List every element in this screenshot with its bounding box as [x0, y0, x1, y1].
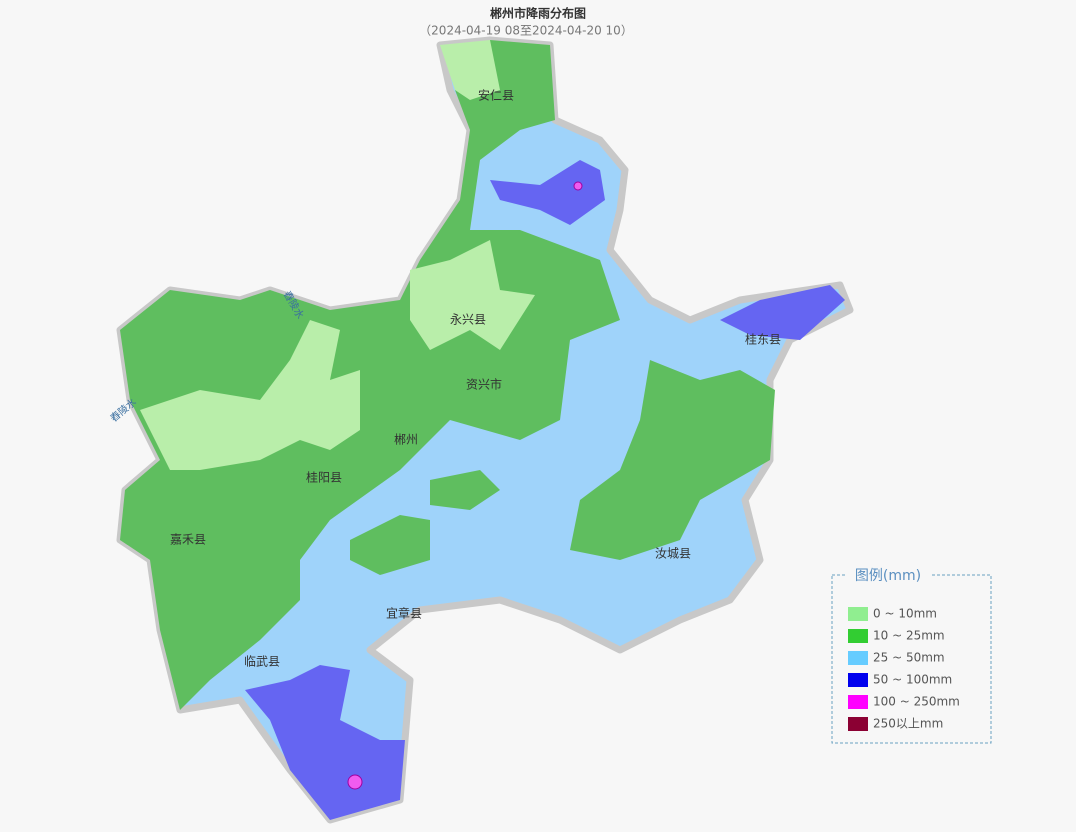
legend-label: 0 ~ 10mm	[873, 607, 937, 621]
legend-label: 250以上mm	[873, 717, 943, 731]
rain-0-10-north	[440, 40, 500, 100]
rain-10-25-south	[350, 515, 430, 575]
place-label: 宜章县	[386, 606, 422, 621]
rain-100-250-spot	[347, 774, 363, 790]
rain-10-25-west	[120, 40, 620, 710]
place-label: 桂东县	[745, 332, 781, 347]
legend-swatch	[848, 695, 868, 709]
place-label: 汝城县	[655, 547, 691, 561]
legend-swatch	[848, 629, 868, 643]
rain-0-10-center	[410, 240, 535, 350]
rain-10-25-east	[570, 360, 775, 560]
legend-title: 图例(mm)	[855, 568, 921, 584]
legend-swatch	[848, 717, 868, 731]
rain-50-100-east	[720, 285, 845, 340]
legend-swatch	[848, 607, 868, 621]
rain-50-100-north	[490, 160, 605, 225]
place-label: 嘉禾县	[170, 533, 206, 547]
map-title: 郴州市降雨分布图	[490, 6, 586, 21]
legend-label: 25 ~ 50mm	[873, 651, 945, 665]
legend-label: 10 ~ 25mm	[873, 629, 945, 643]
place-label: 临武县	[244, 655, 280, 669]
legend-border	[831, 574, 992, 744]
rain-100-250-spot	[573, 181, 583, 191]
legend-swatch	[848, 673, 868, 687]
legend-title-bg	[846, 566, 930, 586]
place-label: 安仁县	[478, 88, 514, 103]
legend: 图例(mm) 0 ~ 10mm 10 ~ 25mm 25 ~ 50mm 50 ~ 10…	[831, 566, 992, 744]
rain-50-100-south	[245, 665, 405, 820]
legend-label: 100 ~ 250mm	[873, 695, 960, 709]
rain-10-25-mid	[430, 470, 500, 510]
map	[116, 36, 854, 824]
legend-swatch	[848, 651, 868, 665]
legend-label: 50 ~ 100mm	[873, 673, 952, 687]
place-label: 资兴市	[466, 377, 502, 392]
place-label: 桂阳县	[306, 470, 342, 485]
place-label: 郴州	[394, 433, 418, 447]
rain-0-10-west	[140, 320, 360, 470]
map-subtitle: （2024-04-19 08至2024-04-20 10）	[419, 24, 633, 38]
place-label: 永兴县	[450, 313, 486, 327]
